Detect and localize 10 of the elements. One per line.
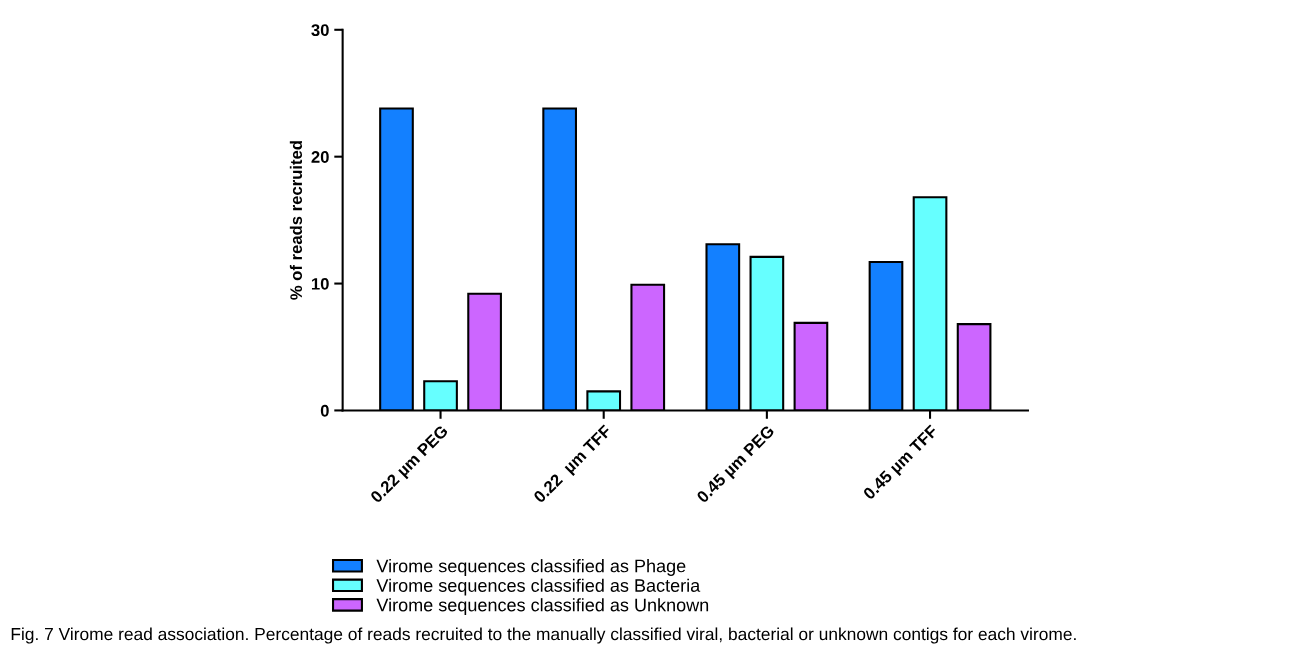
y-tick-label: 20 <box>311 151 329 163</box>
caption: Fig. 7 Virome read association. Percentage of reads recruited to the manually classified viral, bacterial or unknown contigs for each virome. <box>11 627 1076 644</box>
y-tick-label: 0 <box>320 404 329 417</box>
legend-label: Virome sequences classified as Bacteria <box>376 578 701 596</box>
y-tick-label: 30 <box>311 24 329 37</box>
x-tick-label: 0.22 µm TFF <box>532 424 615 506</box>
y-axis-title: % of reads recruited <box>289 141 303 300</box>
legend-label: Virome sequences classified as Phage <box>376 559 686 576</box>
legend-label: Virome sequences classified as Unknown <box>376 598 709 615</box>
y-tick-label: 10 <box>311 277 329 290</box>
